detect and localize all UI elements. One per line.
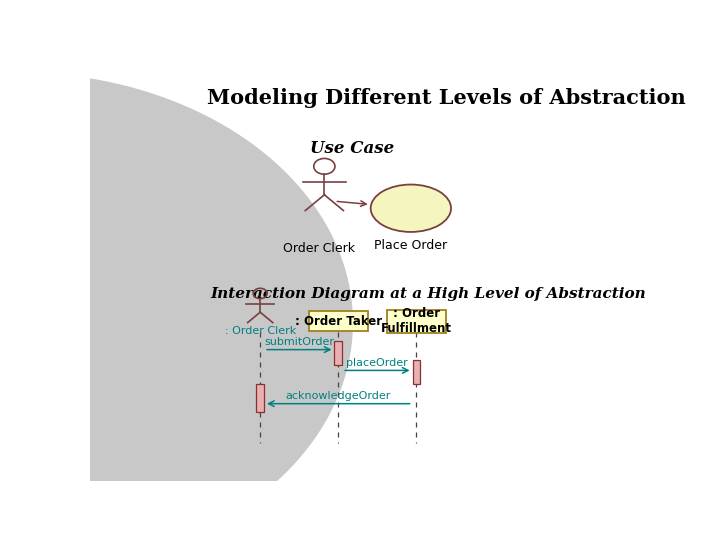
FancyBboxPatch shape — [387, 310, 446, 333]
Text: Modeling Different Levels of Abstraction: Modeling Different Levels of Abstraction — [207, 87, 686, 107]
FancyBboxPatch shape — [309, 312, 368, 332]
Text: acknowledgeOrder: acknowledgeOrder — [286, 391, 391, 401]
Text: placeOrder: placeOrder — [346, 357, 408, 368]
Text: : Order Clerk: : Order Clerk — [225, 326, 296, 336]
Text: Place Order: Place Order — [374, 239, 447, 252]
FancyBboxPatch shape — [413, 360, 420, 384]
Text: Interaction Diagram at a High Level of Abstraction: Interaction Diagram at a High Level of A… — [210, 287, 646, 301]
Text: Order Clerk: Order Clerk — [283, 241, 355, 254]
Text: submitOrder: submitOrder — [264, 337, 334, 347]
FancyBboxPatch shape — [334, 341, 342, 365]
Text: : Order Taker: : Order Taker — [294, 315, 382, 328]
Ellipse shape — [371, 185, 451, 232]
FancyBboxPatch shape — [256, 384, 264, 412]
Polygon shape — [17, 76, 352, 540]
Text: : Order
Fulfillment: : Order Fulfillment — [381, 307, 452, 335]
Text: Use Case: Use Case — [310, 140, 395, 157]
